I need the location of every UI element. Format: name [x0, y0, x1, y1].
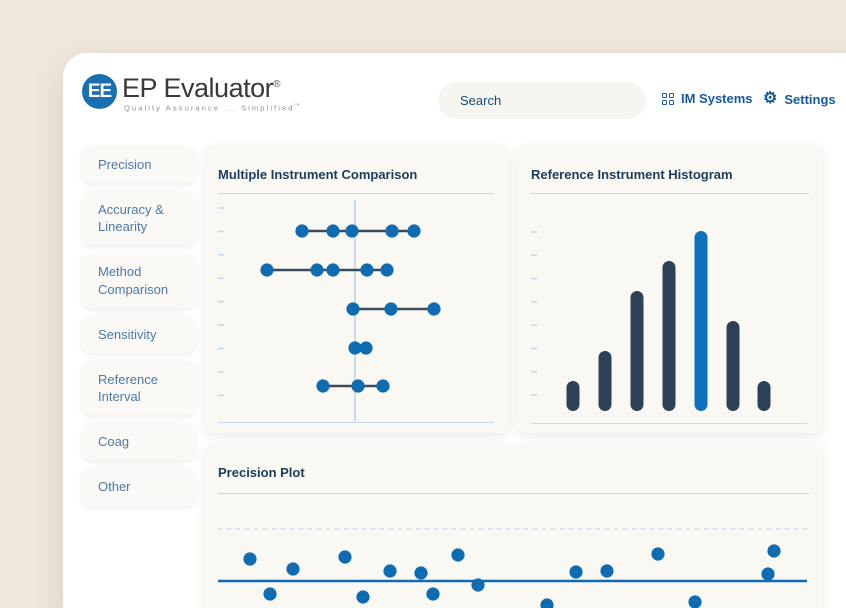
settings-label: Settings — [784, 91, 836, 107]
data-dot — [351, 379, 365, 393]
logo-text: EP Evaluator® Quality Assurance ... Simp… — [122, 74, 302, 113]
reference-histogram-panel: Reference Instrument Histogram — [518, 145, 823, 433]
data-dot — [427, 302, 441, 316]
data-dot — [260, 263, 274, 277]
sidebar-nav: Precision Accuracy & Linearity Method Co… — [82, 146, 195, 506]
panel-divider — [531, 193, 809, 194]
reference-histogram-title: Reference Instrument Histogram — [531, 167, 733, 182]
precision-plot-title: Precision Plot — [218, 465, 305, 480]
data-dot — [286, 562, 300, 576]
sidebar-item-accuracy-linearity[interactable]: Accuracy & Linearity — [82, 191, 195, 246]
main-card: EE EP Evaluator® Quality Assurance ... S… — [63, 53, 846, 608]
data-dot — [761, 567, 775, 581]
sidebar-item-coag[interactable]: Coag — [82, 423, 195, 461]
data-dot — [338, 550, 352, 564]
data-dot — [380, 263, 394, 277]
app-tagline: Quality Assurance ... Simplified™ — [124, 103, 302, 113]
sidebar-item-other[interactable]: Other — [82, 468, 195, 506]
data-dot — [243, 552, 257, 566]
data-dot — [360, 263, 374, 277]
data-dot — [376, 379, 390, 393]
data-dot — [385, 224, 399, 238]
data-dot — [326, 224, 340, 238]
search-input[interactable] — [460, 93, 636, 108]
logo-ee-badge: EE — [82, 74, 117, 109]
histogram-bar — [598, 351, 612, 411]
data-dot — [345, 224, 359, 238]
im-systems-label: IM Systems — [681, 91, 753, 106]
data-dot — [414, 566, 428, 580]
settings-button[interactable]: ⚙ Settings — [763, 91, 836, 107]
data-dot — [384, 302, 398, 316]
sidebar-item-precision[interactable]: Precision — [82, 146, 195, 184]
trademark-mark: ™ — [294, 103, 302, 110]
precision-plot-chart — [218, 500, 807, 608]
data-dot — [263, 587, 277, 601]
app-logo: EE EP Evaluator® Quality Assurance ... S… — [82, 74, 302, 113]
data-dot — [651, 547, 665, 561]
data-dot — [348, 341, 362, 355]
sidebar-item-reference-interval[interactable]: Reference Interval — [82, 360, 195, 416]
data-dot — [295, 224, 309, 238]
histogram-bar — [757, 381, 771, 411]
precision-chart-svg — [218, 528, 807, 608]
data-dot — [346, 302, 360, 316]
data-dot — [471, 578, 485, 592]
instrument-comparison-title: Multiple Instrument Comparison — [218, 167, 418, 182]
grid-icon — [662, 92, 674, 105]
instrument-comparison-panel: Multiple Instrument Comparison — [205, 145, 508, 433]
panel-divider — [218, 193, 494, 194]
data-dot — [383, 564, 397, 578]
histogram-bar — [726, 321, 740, 411]
data-dot — [426, 587, 440, 601]
data-dot — [540, 598, 554, 608]
data-dot — [600, 564, 614, 578]
registered-mark: ® — [273, 79, 280, 90]
histogram-bar — [630, 291, 644, 411]
histogram-bar — [566, 381, 580, 411]
histogram-bar-highlighted — [694, 231, 708, 411]
histogram-chart-svg — [531, 231, 807, 424]
data-dot — [569, 565, 583, 579]
data-dot — [451, 548, 465, 562]
gear-icon: ⚙ — [763, 90, 778, 107]
panel-divider — [218, 493, 809, 494]
im-systems-button[interactable]: IM Systems — [662, 91, 753, 106]
instrument-comparison-chart — [218, 198, 494, 429]
data-dot — [359, 341, 373, 355]
dot-row-chart-svg — [218, 200, 494, 423]
data-dot — [310, 263, 324, 277]
reference-histogram-chart — [531, 198, 807, 430]
data-dot — [688, 595, 702, 608]
search-bar[interactable] — [438, 82, 646, 119]
sidebar-item-sensitivity[interactable]: Sensitivity — [82, 315, 195, 353]
data-dot — [767, 544, 781, 558]
histogram-bar — [662, 261, 676, 411]
data-dot — [407, 224, 421, 238]
precision-plot-panel: Precision Plot — [205, 445, 823, 608]
sidebar-item-method-comparison[interactable]: Method Comparison — [82, 253, 195, 308]
data-dot — [316, 379, 330, 393]
app-title: EP Evaluator® — [122, 73, 280, 103]
data-dot — [356, 590, 370, 604]
data-dot — [326, 263, 340, 277]
